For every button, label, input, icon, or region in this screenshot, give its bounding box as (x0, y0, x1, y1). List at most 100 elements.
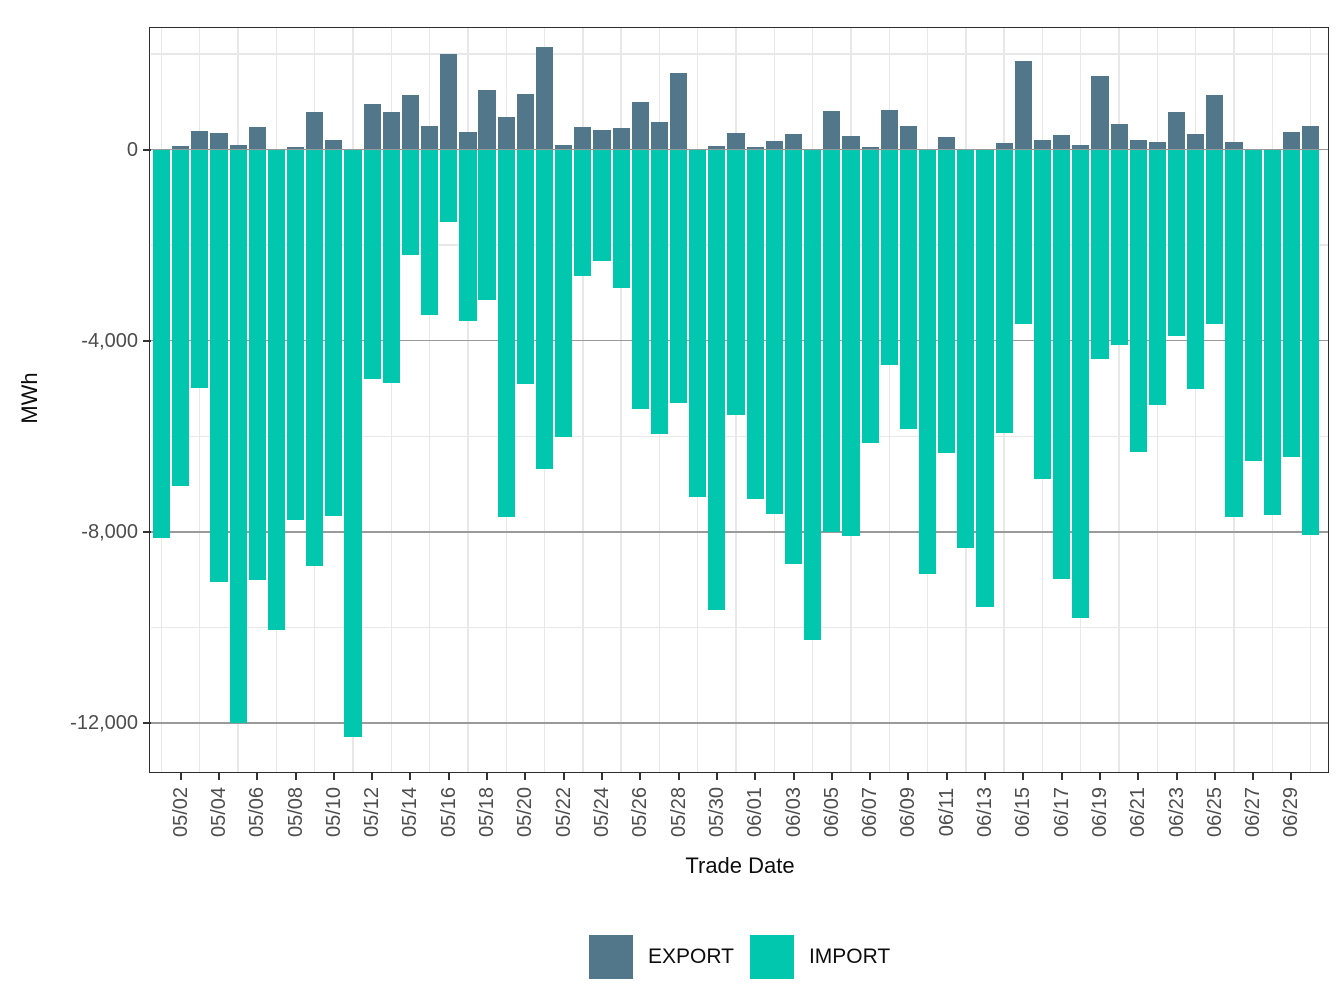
x-tick-label: 05/06 (246, 786, 269, 838)
x-tick-label: 05/02 (169, 786, 192, 838)
export-bar (535, 47, 554, 150)
export-bar (286, 147, 305, 150)
import-bar (1091, 149, 1109, 359)
import-bar (938, 149, 956, 453)
export-bar (229, 144, 247, 150)
import-bar (574, 149, 592, 277)
export-bar (880, 109, 898, 150)
x-tick (294, 772, 297, 780)
y-gridline-major (150, 531, 1328, 533)
export-bar (574, 126, 592, 150)
import-bar (401, 149, 420, 256)
export-bar (555, 144, 573, 150)
export-bar (746, 147, 764, 150)
x-gridline (582, 28, 584, 772)
legend-label-export: EXPORT (648, 945, 734, 968)
export-bar (861, 146, 879, 150)
import-bar (1187, 149, 1205, 389)
x-tick-label: 05/20 (514, 786, 537, 838)
x-tick-label: 06/15 (1012, 786, 1035, 838)
import-bar (1033, 149, 1052, 480)
x-tick-label: 06/25 (1203, 786, 1226, 838)
export-bar (478, 90, 496, 150)
import-bar (1167, 149, 1186, 337)
export-bar (1206, 95, 1224, 150)
export-bar (842, 135, 860, 150)
export-bar (1282, 132, 1301, 150)
y-gridline-major (150, 148, 1328, 151)
x-tick (1022, 772, 1025, 780)
y-gridline-minor (150, 53, 1328, 55)
x-tick (332, 772, 335, 780)
export-bar (1129, 140, 1147, 150)
x-tick-label: 05/10 (322, 786, 345, 838)
x-tick-label: 06/01 (744, 786, 767, 838)
export-bar (784, 133, 803, 150)
x-tick-label: 06/21 (1127, 786, 1150, 838)
import-swatch (749, 935, 794, 979)
import-bar (1263, 149, 1281, 516)
x-tick (984, 772, 987, 780)
import-bar (248, 149, 266, 580)
export-bar (440, 53, 458, 150)
legend-item-import: IMPORT (749, 935, 890, 979)
import-bar (727, 149, 745, 416)
x-tick (447, 772, 450, 780)
export-bar (727, 133, 745, 150)
import-bar (1148, 149, 1166, 406)
export-bar (516, 93, 534, 150)
x-tick (677, 772, 680, 780)
y-tick (143, 148, 151, 151)
x-gridline (620, 28, 622, 772)
import-bar (976, 149, 994, 608)
y-tick (143, 339, 151, 342)
import-bar (555, 149, 573, 438)
import-bar (421, 149, 439, 316)
x-gridline (390, 28, 392, 772)
import-bar (995, 149, 1013, 434)
x-tick-label: 06/19 (1088, 786, 1111, 838)
x-tick (1290, 772, 1293, 780)
y-tick-label: -8,000 (81, 520, 138, 543)
y-gridline-major (150, 722, 1328, 724)
x-tick (524, 772, 527, 780)
import-bar (344, 149, 362, 737)
import-bar (478, 149, 496, 301)
export-bar (382, 112, 400, 150)
x-tick-label: 06/23 (1165, 786, 1188, 838)
import-bar (708, 149, 726, 610)
x-tick (409, 772, 412, 780)
import-bar (765, 149, 783, 515)
x-tick (1213, 772, 1216, 780)
import-bar (899, 149, 917, 429)
import-bar (612, 149, 630, 288)
import-bar (880, 149, 898, 366)
import-bar (1302, 149, 1320, 536)
export-bar (1091, 75, 1109, 150)
y-tick-label: -12,000 (70, 712, 138, 735)
import-bar (746, 149, 764, 499)
legend: EXPORT IMPORT (589, 935, 890, 979)
import-bar (823, 149, 841, 532)
import-bar (1072, 149, 1090, 618)
x-tick (754, 772, 757, 780)
legend-item-export: EXPORT (589, 935, 734, 979)
x-gridline (467, 28, 469, 772)
y-tick-label: -4,000 (81, 329, 138, 352)
x-tick (1060, 772, 1063, 780)
export-bar (823, 111, 841, 150)
import-bar (1053, 149, 1071, 580)
import-bar (172, 149, 190, 487)
import-bar (210, 149, 228, 582)
import-bar (325, 149, 343, 517)
x-tick-label: 05/22 (552, 786, 575, 838)
x-tick (1098, 772, 1101, 780)
export-bar (1167, 111, 1186, 150)
export-bar (612, 127, 630, 150)
export-bar (593, 129, 611, 150)
import-bar (1014, 149, 1032, 325)
import-bar (191, 149, 209, 389)
x-tick (600, 772, 603, 780)
import-bar (535, 149, 554, 469)
import-bar (152, 149, 171, 539)
